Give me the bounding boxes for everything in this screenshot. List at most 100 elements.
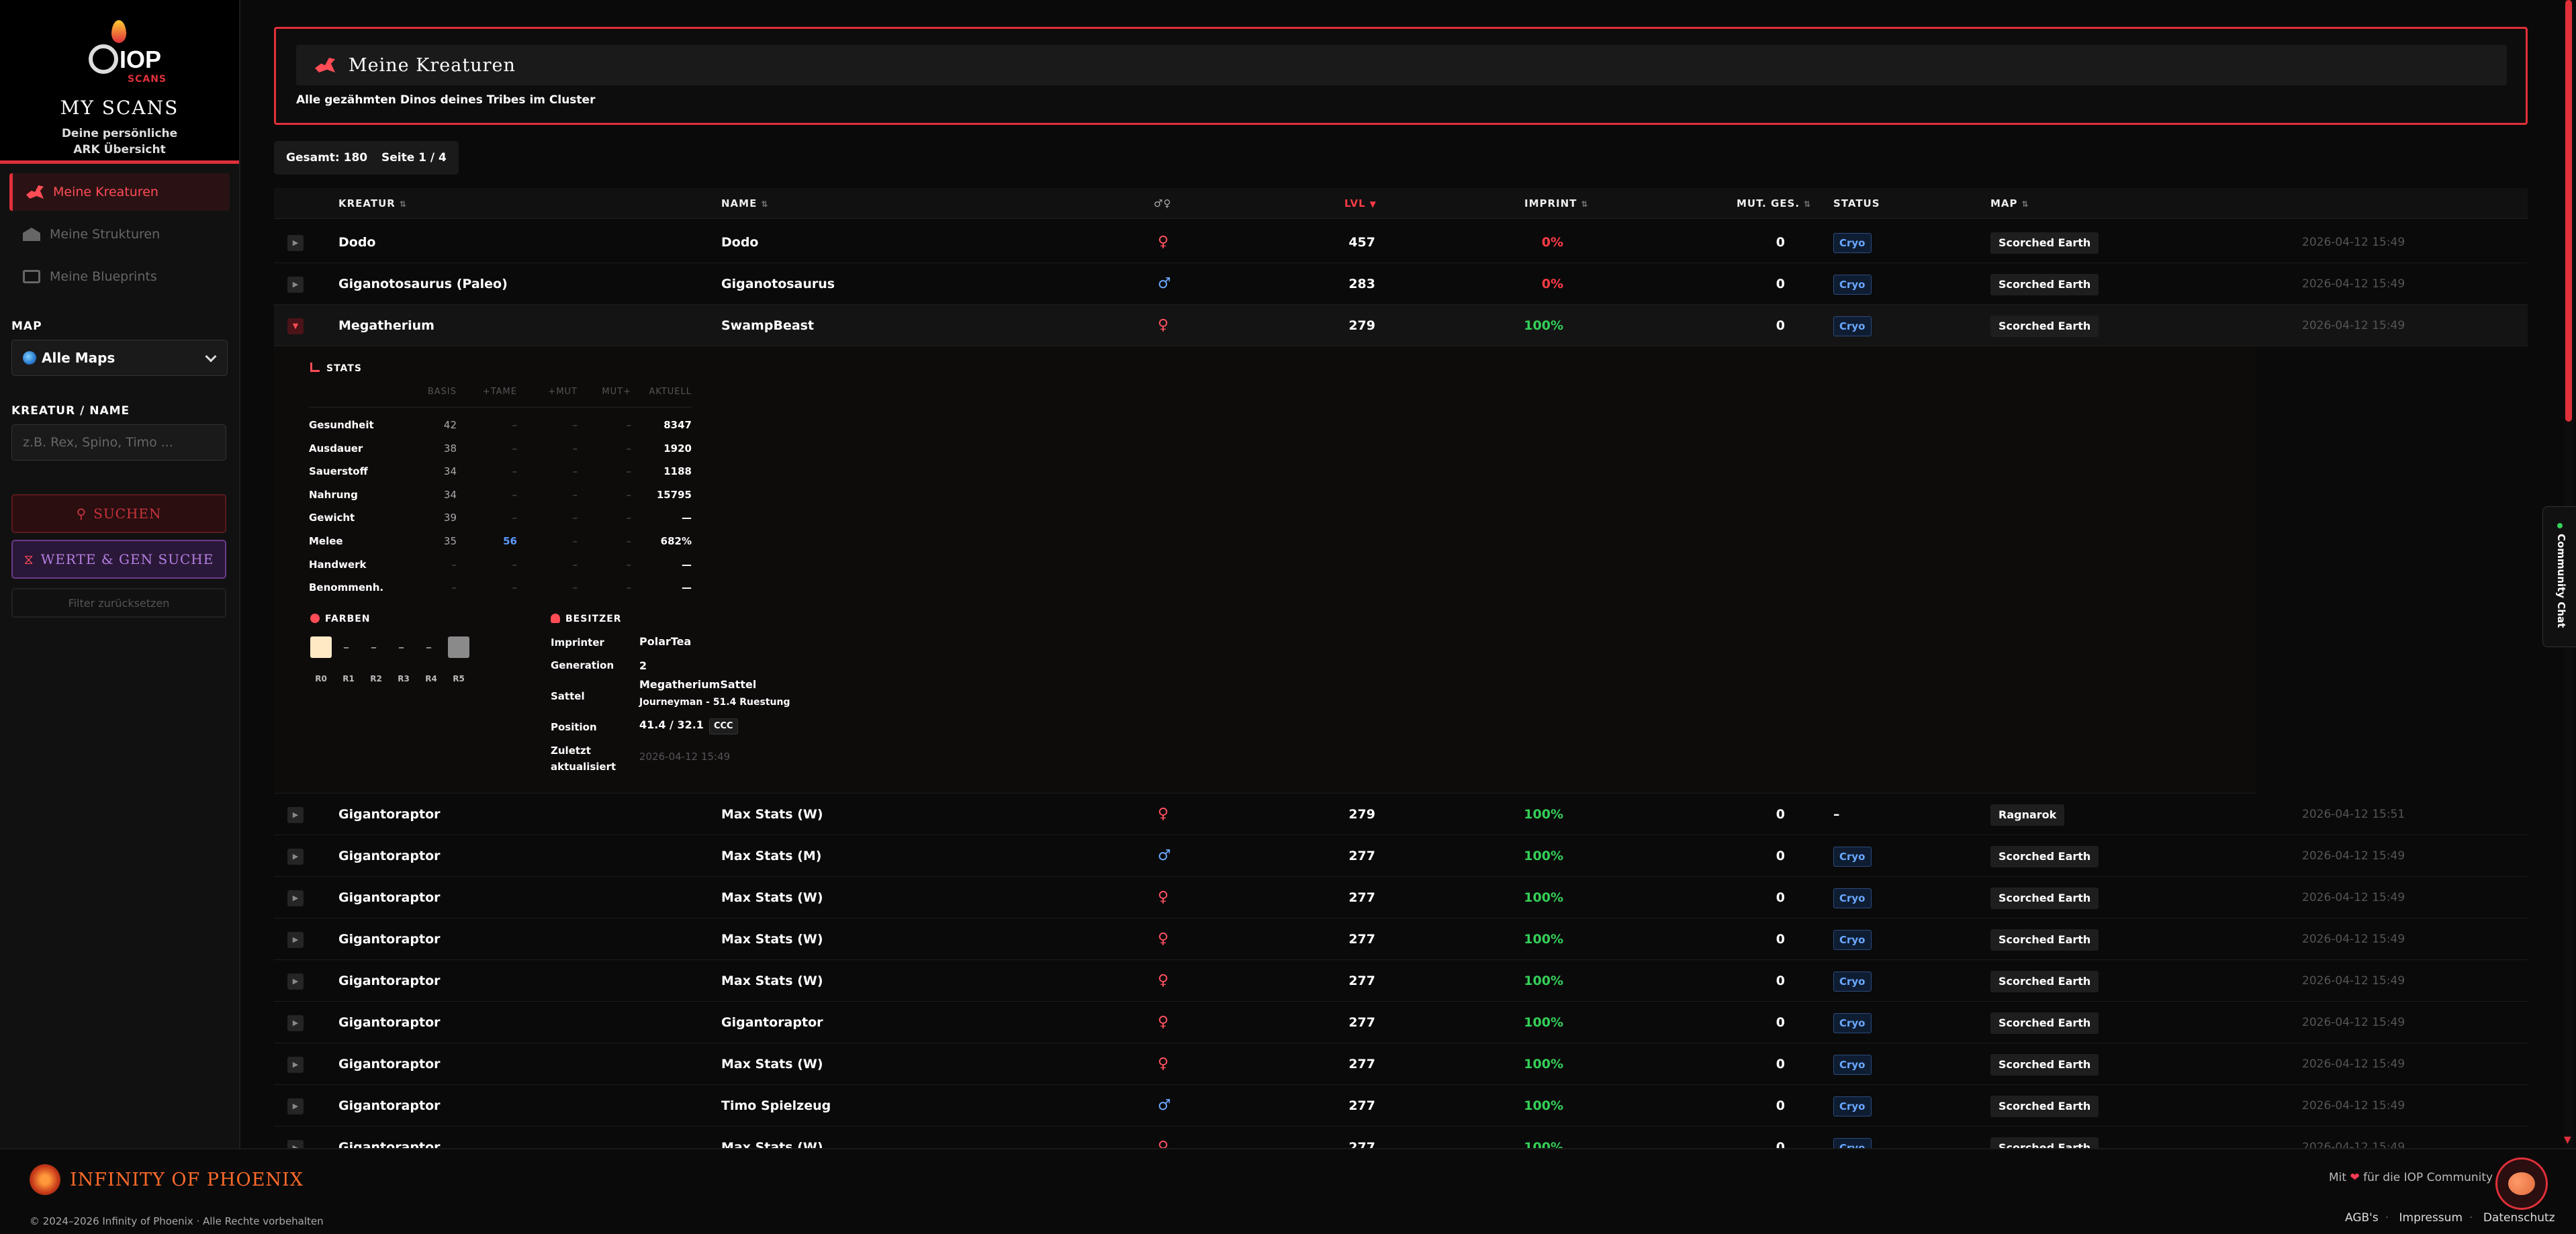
table-row[interactable]: ▶ Dodo Dodo ♀ 457 0% 0 Cryo Scorched Earth 2026-0… [274,222,2528,263]
expand-toggle-button[interactable]: ▶ [287,1098,304,1114]
updated-label-line2: aktualisiert [551,761,616,773]
table-row[interactable]: ▶ Gigantoraptor Max Stats (W) ♀ 277 100% 0 Cryo… [274,1043,2528,1085]
stat-mut: – [572,512,578,524]
color-swatch[interactable] [310,636,332,658]
cell-status: Cryo [1833,263,1872,305]
palette-icon [310,614,320,623]
cell-sex-icon: ♀ [1158,234,1169,250]
table-row[interactable]: ▶ Gigantoraptor Max Stats (W) ♀ 277 100% 0 Cryo… [274,877,2528,918]
cell-status: Cryo [1833,1127,1872,1148]
cell-name: Max Stats (W) [721,807,823,822]
expand-toggle-button[interactable]: ▶ [287,807,304,823]
sort-icon: ⇅ [2021,199,2029,209]
map-badge: Scorched Earth [1990,1012,2099,1034]
cell-status: Cryo [1833,1002,1872,1043]
col-name[interactable]: NAME ⇅ [721,188,768,219]
gen-search-button[interactable]: ⧖ WERTE & GEN SUCHE [11,540,226,579]
ai-assistant-button[interactable] [2495,1157,2548,1210]
stat-tame: – [512,581,518,594]
col-sex[interactable]: ♂♀ [1154,197,1172,209]
nav-item-kreaturen[interactable]: Meine Kreaturen [9,173,230,211]
sort-icon: ⇅ [1804,199,1812,209]
map-label: MAP [11,320,42,333]
stat-tame: 56 [503,535,517,547]
cell-updated: 2026-04-12 15:49 [2302,933,2405,946]
expand-toggle-button[interactable]: ▶ [287,1015,304,1031]
community-chat-tab[interactable]: Community Chat [2542,506,2576,647]
stat-tame: – [512,558,518,571]
stat-mut: – [572,535,578,547]
table-row[interactable]: ▶ Gigantoraptor Max Stats (W) ♀ 277 100% 0 Cryo… [274,960,2528,1002]
table-row[interactable]: ▶ Giganotosaurus (Paleo) Giganotosaurus ♂ 28… [274,263,2528,305]
table-row[interactable]: ▶ Gigantoraptor Max Stats (M) ♂ 277 100% 0 Cryo… [274,835,2528,877]
chevron-down-icon [205,350,217,363]
impressum-link[interactable]: Impressum [2399,1211,2463,1225]
color-region-label: R2 [370,674,382,683]
cell-mut: 0 [1776,1098,1785,1113]
footer-brand[interactable]: INFINITY OF PHOENIX [30,1164,304,1195]
table-row[interactable]: ▶ Gigantoraptor Max Stats (W) ♀ 277 100% 0 Cryo… [274,918,2528,960]
agb-link[interactable]: AGB's [2345,1211,2379,1225]
datenschutz-link[interactable]: Datenschutz [2483,1211,2555,1225]
expand-toggle-button[interactable]: ▶ [287,235,304,251]
expand-toggle-button[interactable]: ▶ [287,890,304,906]
nav-item-label: Meine Strukturen [50,227,160,242]
expand-toggle-button[interactable]: ▶ [287,1057,304,1073]
map-badge: Scorched Earth [1990,232,2099,254]
cell-updated: 2026-04-12 15:49 [2302,319,2405,332]
stat-mutplus: – [626,581,632,594]
cell-status: Cryo [1833,835,1872,877]
position-coords: 41.4 / 32.1 [639,718,704,731]
cell-name: Max Stats (W) [721,974,823,988]
scroll-down-arrow[interactable]: ▼ [2564,1135,2571,1145]
table-row[interactable]: ▼ Megatherium SwampBeast ♀ 279 100% 0 Cryo Scorc… [274,305,2528,346]
cell-mut: 0 [1776,890,1785,905]
cell-lvl: 277 [1348,890,1375,905]
creature-search-input[interactable] [11,424,226,461]
structure-icon [23,228,40,241]
col-map[interactable]: MAP ⇅ [1990,188,2029,219]
status-badge: Cryo [1833,1137,1872,1148]
col-mut[interactable]: MUT. GES. ⇅ [1737,188,1811,219]
stat-name: Nahrung [309,488,358,501]
stat-row: Gewicht 39 – – – — [309,506,692,529]
color-empty: – [371,640,377,655]
color-swatch[interactable] [448,636,469,658]
cell-imprint: 100% [1524,1015,1563,1030]
map-select[interactable]: Alle Maps [11,340,228,376]
iop-scans-logo[interactable]: IOP SCANS [79,20,166,94]
table-row[interactable]: ▶ Gigantoraptor Gigantoraptor ♀ 277 100% 0 Cryo… [274,1002,2528,1043]
table-row[interactable]: ▶ Gigantoraptor Max Stats (W) ♀ 277 100% 0 Cryo… [274,1127,2528,1148]
cell-imprint: 100% [1524,1140,1563,1148]
col-kreatur[interactable]: KREATUR ⇅ [338,188,407,219]
search-button[interactable]: ⚲ SUCHEN [11,494,226,533]
main-content: Meine Kreaturen Alle gezähmten Dinos dei… [242,0,2552,1148]
cell-lvl: 277 [1348,1140,1375,1148]
expand-toggle-button[interactable]: ▶ [287,932,304,948]
col-lvl[interactable]: LVL ▼ [1344,188,1377,219]
expand-toggle-button[interactable]: ▶ [287,1140,304,1148]
col-imprint[interactable]: IMPRINT ⇅ [1524,188,1588,219]
table-row[interactable]: ▶ Gigantoraptor Timo Spielzeug ♂ 277 100% 0 Cry… [274,1085,2528,1127]
stat-tame: – [512,465,518,478]
stat-mutplus: – [626,558,632,571]
cell-updated: 2026-04-12 15:51 [2302,808,2405,821]
table-row[interactable]: ▶ Gigantoraptor Max Stats (W) ♀ 279 100% 0 – Rag… [274,794,2528,835]
footer-brand-text: INFINITY OF PHOENIX [70,1169,304,1190]
nav-item-strukturen[interactable]: Meine Strukturen [9,216,230,253]
expand-toggle-button[interactable]: ▼ [287,318,304,334]
brand-block: IOP SCANS MY SCANS Deine persönliche ARK… [0,0,239,164]
stat-mutplus: – [626,465,632,478]
expand-toggle-button[interactable]: ▶ [287,849,304,865]
expand-toggle-button[interactable]: ▶ [287,974,304,990]
stat-basis: – [451,558,457,571]
stat-tame: – [512,419,518,431]
stat-mut: – [572,465,578,478]
scrollbar-thumb[interactable] [2565,0,2572,422]
nav-item-blueprints[interactable]: Meine Blueprints [9,258,230,295]
nav-item-label: Meine Kreaturen [53,185,158,199]
expand-toggle-button[interactable]: ▶ [287,277,304,293]
reset-filter-button[interactable]: Filter zurücksetzen [11,588,226,618]
color-region-label: R3 [398,674,410,683]
search-button-label: SUCHEN [93,506,162,522]
